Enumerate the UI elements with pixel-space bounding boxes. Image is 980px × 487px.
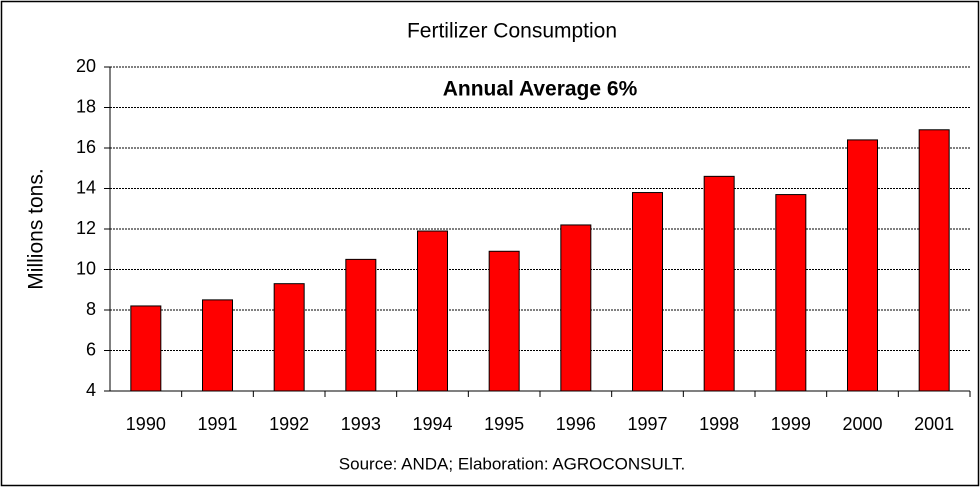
y-tick-label: 6 [86,339,96,359]
x-tick-label: 1994 [412,414,452,434]
bar [202,299,233,392]
x-tick-label: 1991 [197,414,237,434]
x-tick-label: 1999 [771,414,811,434]
bar [130,305,162,392]
x-tick-label: 1998 [699,414,739,434]
bar [560,224,592,392]
y-tick-label: 14 [76,177,96,197]
y-tick-label: 4 [86,380,96,400]
y-tick-label: 20 [76,56,96,76]
x-tick-label: 1995 [484,414,524,434]
bar [632,192,663,392]
x-tick-label: 2000 [842,414,882,434]
bar [847,139,878,392]
x-tick-label: 1990 [126,414,166,434]
bar [703,175,735,392]
y-tick-label: 8 [86,299,96,319]
x-tick-label: 1993 [341,414,381,434]
bar [273,283,305,392]
y-axis-label: Millions tons. [25,168,48,289]
source-note: Source: ANDA; Elaboration: AGROCONSULT. [339,454,685,473]
bar [488,250,520,392]
chart-title: Fertilizer Consumption [407,20,617,43]
y-tick-label: 16 [76,137,96,157]
x-tick-label: 1992 [269,414,309,434]
x-tick-label: 2001 [914,414,954,434]
x-tick-label: 1996 [556,414,596,434]
y-tick-label: 12 [76,218,96,238]
bar [775,194,807,392]
x-tick-label: 1997 [627,414,667,434]
y-tick-label: 18 [76,96,96,116]
bar [918,129,950,392]
bar [417,230,448,392]
bar [345,258,377,392]
annotation: Annual Average 6% [443,78,638,101]
y-tick-label: 10 [76,258,96,278]
